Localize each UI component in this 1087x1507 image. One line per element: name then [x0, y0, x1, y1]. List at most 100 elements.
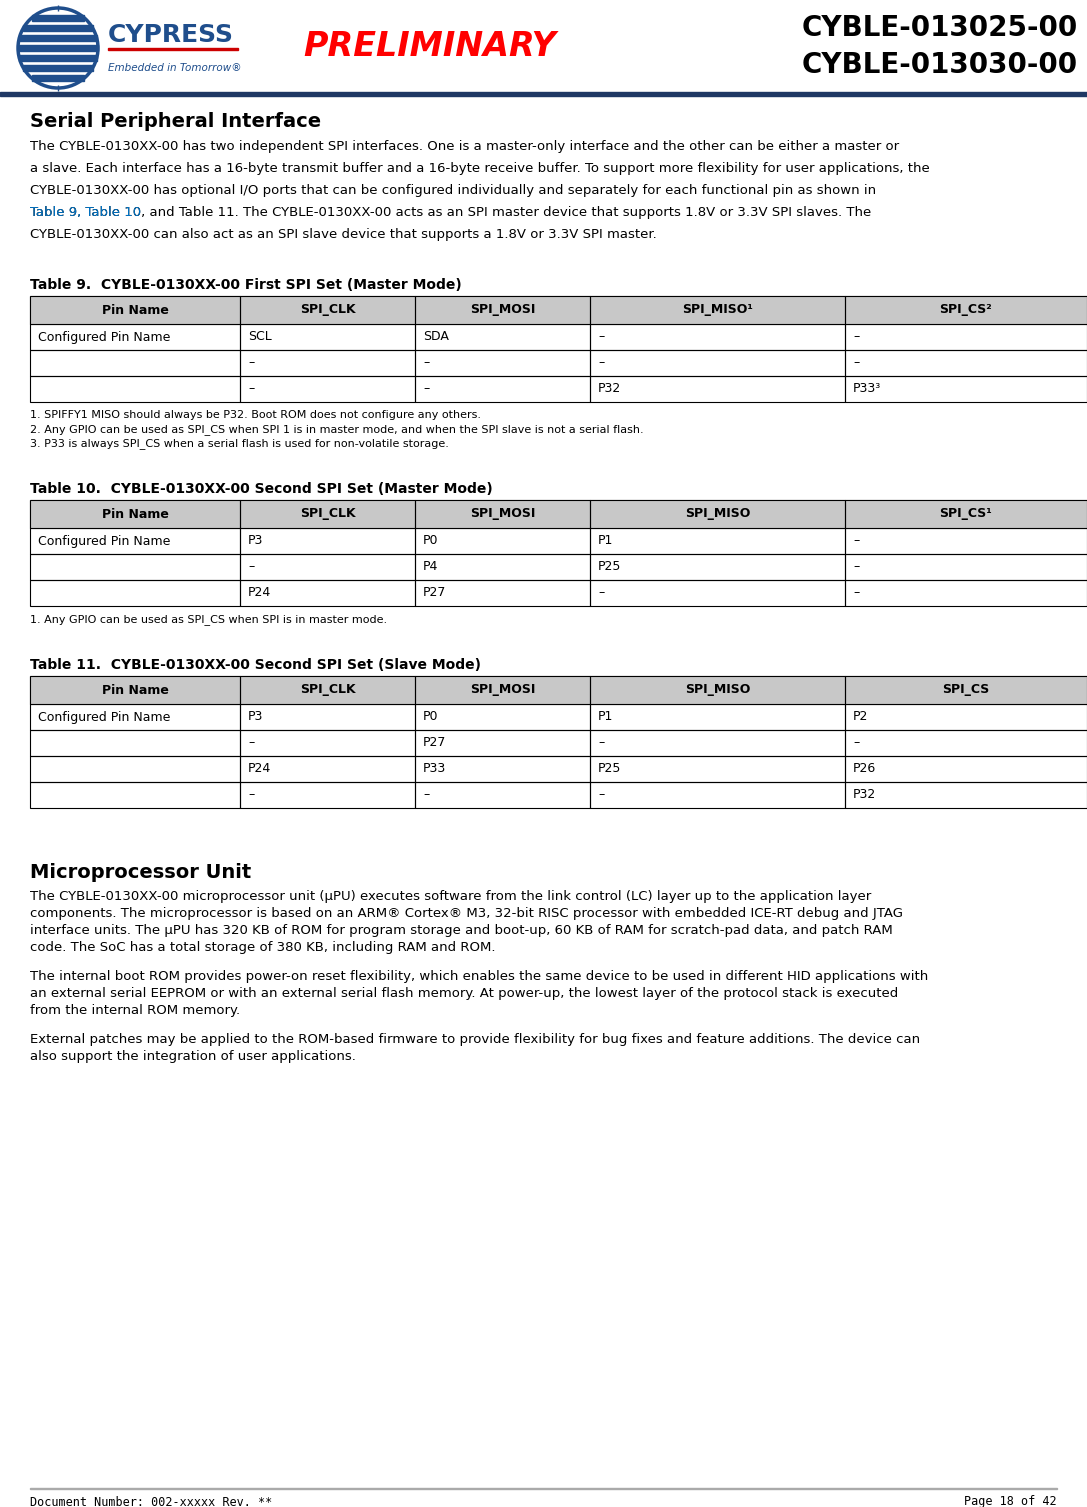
Bar	[590, 500, 845, 527]
Bar	[590, 377, 845, 402]
Bar	[590, 580, 845, 606]
Bar	[415, 677, 590, 704]
Text: –: –	[853, 561, 859, 574]
Text: SPI_CS: SPI_CS	[942, 684, 989, 696]
Text: –: –	[423, 383, 429, 395]
Bar	[415, 555, 590, 580]
Bar	[415, 295, 590, 324]
Text: Table 9, Table 10, and Table 11. The CYBLE-0130XX-00 acts as an SPI master devic: Table 9, Table 10, and Table 11. The CYB…	[30, 206, 872, 219]
Bar	[845, 704, 1087, 729]
Bar	[590, 729, 845, 757]
Text: P26: P26	[853, 763, 876, 776]
Bar	[590, 377, 845, 402]
Bar	[415, 324, 590, 350]
Text: P4: P4	[423, 561, 438, 574]
Bar	[30, 527, 240, 555]
Bar	[18, 45, 98, 51]
Bar	[30, 350, 240, 377]
Bar	[590, 350, 845, 377]
Bar	[845, 782, 1087, 808]
Bar	[590, 782, 845, 808]
Bar	[415, 580, 590, 606]
Text: CYBLE-0130XX-00 can also act as an SPI slave device that supports a 1.8V or 3.3V: CYBLE-0130XX-00 can also act as an SPI s…	[30, 228, 657, 241]
Text: SPI_CS²: SPI_CS²	[939, 303, 992, 316]
Bar	[240, 782, 415, 808]
Bar	[415, 757, 590, 782]
Bar	[30, 377, 240, 402]
Text: Serial Peripheral Interface: Serial Peripheral Interface	[30, 112, 321, 131]
Bar	[32, 15, 85, 21]
Bar	[240, 729, 415, 757]
Text: from the internal ROM memory.: from the internal ROM memory.	[30, 1004, 240, 1017]
Text: Page 18 of 42: Page 18 of 42	[964, 1495, 1057, 1507]
Text: SPI_CLK: SPI_CLK	[300, 508, 355, 520]
Bar	[845, 377, 1087, 402]
Bar	[845, 704, 1087, 729]
Bar	[240, 527, 415, 555]
Bar	[32, 75, 85, 81]
Bar	[590, 729, 845, 757]
Bar	[415, 704, 590, 729]
Bar	[240, 580, 415, 606]
Bar	[845, 580, 1087, 606]
Bar	[845, 782, 1087, 808]
Text: –: –	[853, 737, 859, 749]
Text: Table 11.  CYBLE-0130XX-00 Second SPI Set (Slave Mode): Table 11. CYBLE-0130XX-00 Second SPI Set…	[30, 659, 482, 672]
Bar	[30, 324, 240, 350]
Text: Microprocessor Unit: Microprocessor Unit	[30, 864, 251, 882]
Bar	[240, 350, 415, 377]
Bar	[415, 377, 590, 402]
Text: SDA: SDA	[423, 330, 449, 344]
Bar	[590, 527, 845, 555]
Bar	[845, 527, 1087, 555]
Text: External patches may be applied to the ROM-based firmware to provide flexibility: External patches may be applied to the R…	[30, 1032, 920, 1046]
Bar	[30, 757, 240, 782]
Text: P1: P1	[598, 535, 613, 547]
Bar	[240, 757, 415, 782]
Text: CYBLE-013025-00: CYBLE-013025-00	[802, 14, 1078, 42]
Bar	[240, 324, 415, 350]
Bar	[845, 555, 1087, 580]
Bar	[240, 555, 415, 580]
Bar	[30, 580, 240, 606]
Text: –: –	[853, 586, 859, 600]
Text: P27: P27	[423, 586, 447, 600]
Text: P0: P0	[423, 535, 438, 547]
Text: –: –	[853, 357, 859, 369]
Bar	[590, 704, 845, 729]
Bar	[590, 704, 845, 729]
Text: –: –	[853, 330, 859, 344]
Text: 1. SPIFFY1 MISO should always be P32. Boot ROM does not configure any others.: 1. SPIFFY1 MISO should always be P32. Bo…	[30, 410, 482, 420]
Text: P24: P24	[248, 763, 272, 776]
Bar	[845, 757, 1087, 782]
Bar	[415, 729, 590, 757]
Bar	[415, 350, 590, 377]
Bar	[590, 324, 845, 350]
Bar	[845, 555, 1087, 580]
Bar	[590, 757, 845, 782]
Text: 3. P33 is always SPI_CS when a serial flash is used for non-volatile storage.: 3. P33 is always SPI_CS when a serial fl…	[30, 439, 449, 449]
Bar	[590, 677, 845, 704]
Text: –: –	[248, 561, 254, 574]
Bar	[590, 527, 845, 555]
Bar	[30, 729, 240, 757]
Text: SPI_MISO¹: SPI_MISO¹	[682, 303, 753, 316]
Bar	[30, 527, 240, 555]
Bar	[845, 757, 1087, 782]
Text: P32: P32	[598, 383, 622, 395]
Bar	[415, 527, 590, 555]
Bar	[30, 350, 240, 377]
Bar	[240, 295, 415, 324]
Bar	[240, 782, 415, 808]
Text: SCL: SCL	[248, 330, 272, 344]
Bar	[240, 500, 415, 527]
Bar	[30, 704, 240, 729]
Bar	[415, 757, 590, 782]
Text: P3: P3	[248, 710, 263, 723]
Bar	[590, 580, 845, 606]
Text: interface units. The µPU has 320 KB of ROM for program storage and boot-up, 60 K: interface units. The µPU has 320 KB of R…	[30, 924, 892, 937]
Bar	[590, 295, 845, 324]
Bar	[30, 580, 240, 606]
Text: –: –	[598, 357, 604, 369]
Bar	[240, 555, 415, 580]
